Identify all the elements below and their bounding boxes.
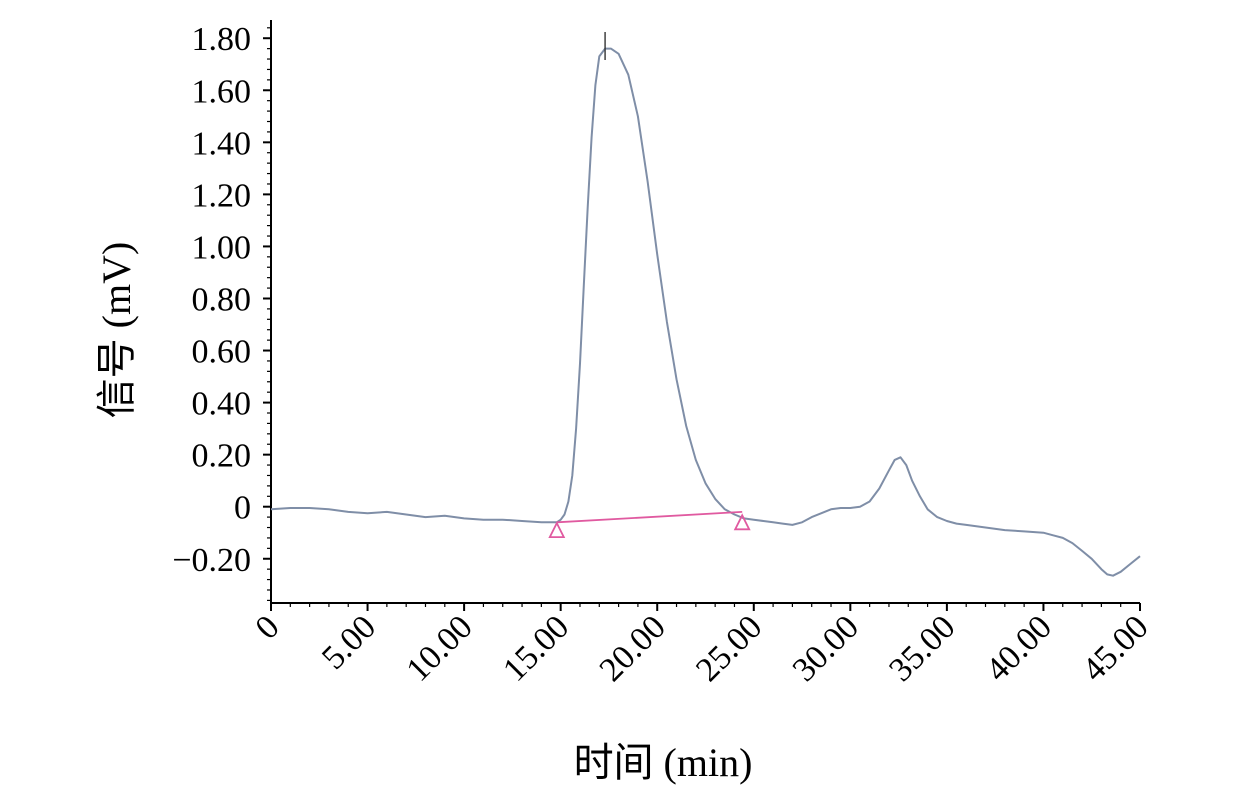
x-tick-label: 20.00: [593, 608, 673, 688]
y-tick-label: 0.40: [192, 386, 252, 423]
x-tick-label: 10.00: [400, 608, 480, 688]
y-tick-label: 1.40: [192, 125, 252, 162]
x-tick-label: 0: [248, 608, 286, 646]
x-tick-label: 15.00: [496, 608, 576, 688]
y-tick-label: 0.20: [192, 438, 252, 475]
x-axis-title: 时间 (min): [574, 740, 753, 785]
x-tick-label: 45.00: [1075, 608, 1155, 688]
y-tick-label: 0.80: [192, 281, 252, 318]
y-tick-label: −0.20: [172, 542, 251, 579]
y-tick-label: 0: [234, 490, 251, 527]
y-axis-title: 信号 (mV): [94, 242, 139, 419]
y-tick-label: 0.60: [192, 334, 252, 371]
plot-area: [270, 32, 1141, 577]
integration-baseline: [556, 511, 743, 524]
x-tick-label: 5.00: [315, 608, 383, 676]
y-tick-label: 1.60: [192, 73, 252, 110]
axes: −0.20 0 0.20 0.40 0.60 0.80 1.00 1.20 1.40 1.60 1.…: [172, 20, 1156, 689]
x-tick-label: 35.00: [882, 608, 962, 688]
peak-boundary-marker: [733, 513, 751, 531]
x-tick-label: 30.00: [786, 608, 866, 688]
y-tick-label: 1.20: [192, 177, 252, 214]
y-tick-label: 1.80: [192, 21, 252, 58]
peak-boundary-marker: [548, 521, 566, 539]
signal-series-line: [270, 47, 1141, 577]
x-tick-label: 25.00: [689, 608, 769, 688]
x-tick-label: 40.00: [979, 608, 1059, 688]
y-tick-label: 1.00: [192, 229, 252, 266]
